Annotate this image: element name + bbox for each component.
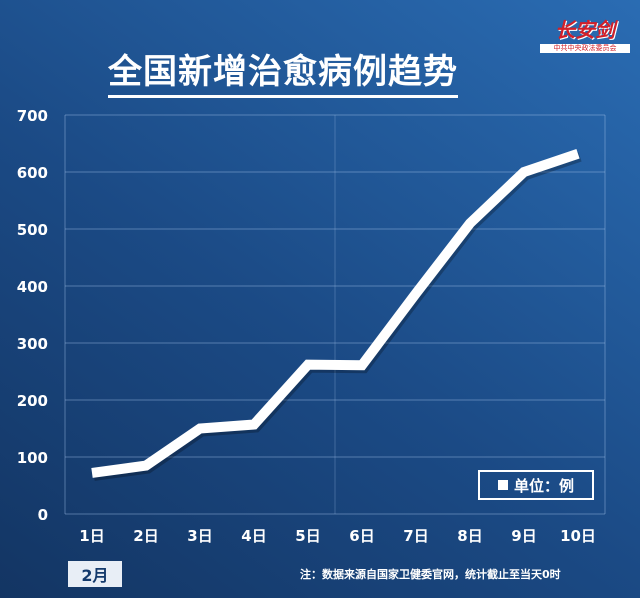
- x-tick-label: 7日: [403, 527, 428, 545]
- y-tick-label: 400: [17, 278, 48, 296]
- source-note: 注：数据来源自国家卫健委官网，统计截止至当天0时: [300, 568, 561, 581]
- logo-text: 长安剑: [555, 18, 615, 42]
- y-tick-label: 300: [17, 335, 48, 353]
- series-line-shadow: [93, 152, 582, 481]
- x-tick-label: 3日: [187, 527, 212, 545]
- chart-title: 全国新增治愈病例趋势: [108, 44, 458, 98]
- y-tick-label: 100: [17, 449, 48, 467]
- y-tick-label: 200: [17, 392, 48, 410]
- legend: 单位：例: [478, 470, 594, 500]
- x-tick-label: 6日: [349, 527, 374, 545]
- y-tick-label: 600: [17, 164, 48, 182]
- series-line: [91, 149, 580, 478]
- legend-label: 单位：例: [513, 476, 574, 495]
- x-tick-label: 10日: [560, 527, 596, 545]
- legend-swatch: [497, 480, 508, 490]
- x-tick-label: 8日: [457, 527, 482, 545]
- logo-subtext: 中共中央政法委员会: [540, 44, 630, 53]
- y-tick-label: 0: [38, 506, 48, 524]
- x-tick-label: 9日: [511, 527, 536, 545]
- y-tick-label: 500: [17, 221, 48, 239]
- y-tick-label: 700: [17, 107, 48, 125]
- x-tick-label: 4日: [241, 527, 266, 545]
- x-tick-label: 1日: [79, 527, 104, 545]
- logo: 长安剑 中共中央政法委员会: [540, 14, 630, 53]
- x-tick-label: 5日: [295, 527, 320, 545]
- month-label: 2月: [68, 561, 122, 587]
- x-tick-label: 2日: [133, 527, 158, 545]
